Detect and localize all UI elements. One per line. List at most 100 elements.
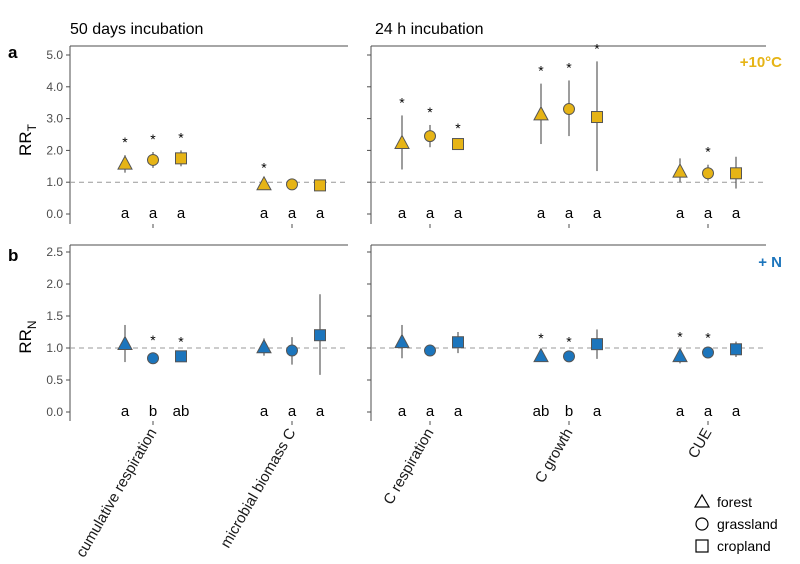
- panel-a-significance-star: *: [538, 63, 544, 79]
- panel-b-group-letter: a: [732, 403, 741, 420]
- panel-b-group-letter: a: [426, 403, 435, 420]
- panel-a-point-cropland: [175, 152, 187, 165]
- legend: forest grassland cropland: [693, 493, 778, 554]
- panel-tag-a: a: [8, 43, 18, 62]
- x-axis-category-label: cumulative respiration: [73, 426, 161, 561]
- panel-a-significance-star: *: [566, 59, 572, 75]
- panel-b-point-grassland: [424, 344, 436, 357]
- panel-a-group-letter: a: [398, 205, 407, 222]
- panel-a-point-grassland: [286, 178, 298, 191]
- x-axis-category-label: C respiration: [380, 426, 437, 508]
- panel-b-significance-star: *: [705, 330, 711, 346]
- legend-label-grassland: grassland: [717, 516, 778, 532]
- panel-b-point-forest: [256, 338, 272, 354]
- panel-a-y-tick-label: 3.0: [46, 112, 63, 126]
- y-axis-label-b: RRN: [16, 320, 39, 353]
- panel-a-group-letter: a: [121, 205, 130, 222]
- panel-a-point-cropland: [314, 179, 326, 192]
- panel-a-point-cropland: [591, 111, 603, 124]
- legend-triangle-icon: [693, 493, 711, 508]
- panel-b-group-letter: a: [676, 403, 685, 420]
- panel-b-group-letter: b: [149, 403, 157, 420]
- panel-a-y-tick-label: 0.0: [46, 207, 63, 221]
- panel-b-point-forest: [672, 347, 688, 363]
- panel-a-significance-star: *: [178, 129, 184, 145]
- x-axis-category-label: C growth: [532, 426, 577, 486]
- panel-a-y-tick-label: 4.0: [46, 80, 63, 94]
- panel-b-group-letter: a: [121, 403, 130, 420]
- panel-a-significance-star: *: [122, 134, 128, 150]
- legend-square-icon: [695, 539, 709, 553]
- panel-a-point-forest: [672, 163, 688, 178]
- panel-b-point-forest: [533, 347, 549, 363]
- panel-b-group-letter: a: [398, 403, 407, 420]
- panel-a-significance-star: *: [150, 131, 156, 147]
- panel-a-point-cropland: [730, 167, 742, 180]
- panel-b-point-grassland: [286, 344, 298, 357]
- panel-b-group-letter: a: [704, 403, 713, 420]
- panel-a-point-grassland: [147, 153, 159, 166]
- panel-a-point-forest: [256, 175, 272, 191]
- panel-b-group-letter: a: [593, 403, 602, 420]
- panel-b-y-tick-label: 2.0: [46, 277, 63, 291]
- panel-b-significance-star: *: [178, 333, 184, 349]
- panel-b-y-tick-label: 0.5: [46, 373, 63, 387]
- panel-b-significance-star: *: [677, 328, 683, 344]
- panel-b-point-cropland: [591, 338, 603, 351]
- panel-a-point-forest: [394, 134, 410, 149]
- group-title-24-h: 24 h incubation: [375, 21, 484, 38]
- panel-a-point-grassland: [702, 167, 714, 180]
- panel-a-point-cropland: [452, 138, 464, 151]
- panel-a-group-letter: a: [177, 205, 186, 222]
- panel-b-group-letter: a: [288, 403, 297, 420]
- panel-b-point-cropland: [730, 343, 742, 356]
- panel-a-y-tick-label: 2.0: [46, 143, 63, 157]
- panel-a-group-letter: a: [426, 205, 435, 222]
- panel-tag-b: b: [8, 246, 18, 265]
- panel-b-significance-star: *: [538, 330, 544, 346]
- treatment-label-nitrogen: + N: [758, 254, 782, 271]
- panel-a-group-letter: a: [537, 205, 546, 222]
- panel-b-point-cropland: [452, 336, 464, 349]
- panel-b-point-grassland: [702, 346, 714, 359]
- panel-a-significance-star: *: [594, 40, 600, 56]
- panel-a-point-forest: [533, 105, 549, 121]
- panel-a-group-letter: a: [316, 205, 325, 222]
- panel-b-group-letter: a: [454, 403, 463, 420]
- panel-b-group-letter: b: [565, 403, 573, 420]
- panel-a-group-letter: a: [260, 205, 269, 222]
- panel-b-y-tick-label: 2.5: [46, 245, 63, 259]
- panel-a-significance-star: *: [399, 94, 405, 110]
- panel-b-group-letter: a: [260, 403, 269, 420]
- group-title-50-days: 50 days incubation: [70, 21, 203, 38]
- panel-b-group-letter: a: [316, 403, 325, 420]
- x-axis-category-label: CUE: [685, 426, 716, 462]
- panel-a-y-tick-label: 1.0: [46, 175, 63, 189]
- panel-b-point-cropland: [314, 329, 326, 342]
- panel-a-significance-star: *: [455, 120, 461, 136]
- treatment-label-warming: +10°C: [740, 54, 782, 71]
- x-axis-category-label: microbial biomass C: [217, 425, 299, 551]
- panel-b-group-letter: ab: [533, 403, 550, 420]
- panel-a-y-tick-label: 5.0: [46, 48, 63, 62]
- plot-layer: 0.0 1.0 2.0 3.0 4.0 5.0 * a * a * a * a a a * a * a * a * a * a * a…: [46, 40, 766, 560]
- panel-b-point-cropland: [175, 350, 187, 363]
- panel-a-group-letter: a: [593, 205, 602, 222]
- panel-a-point-grassland: [563, 103, 575, 116]
- panel-a-group-letter: a: [288, 205, 297, 222]
- legend-label-forest: forest: [717, 494, 752, 510]
- panel-b-point-forest: [117, 335, 133, 351]
- panel-b-point-grassland: [147, 352, 159, 365]
- panel-a-group-letter: a: [454, 205, 463, 222]
- panel-a-point-forest: [117, 155, 133, 170]
- panel-a-group-letter: a: [149, 205, 158, 222]
- panel-b-point-forest: [394, 333, 410, 349]
- panel-a-significance-star: *: [261, 160, 267, 176]
- panel-b-point-grassland: [563, 350, 575, 363]
- panel-b-significance-star: *: [150, 332, 156, 348]
- panel-b-y-tick-label: 0.0: [46, 405, 63, 419]
- panel-a-group-letter: a: [704, 205, 713, 222]
- panel-a-group-letter: a: [565, 205, 574, 222]
- panel-b-significance-star: *: [566, 333, 572, 349]
